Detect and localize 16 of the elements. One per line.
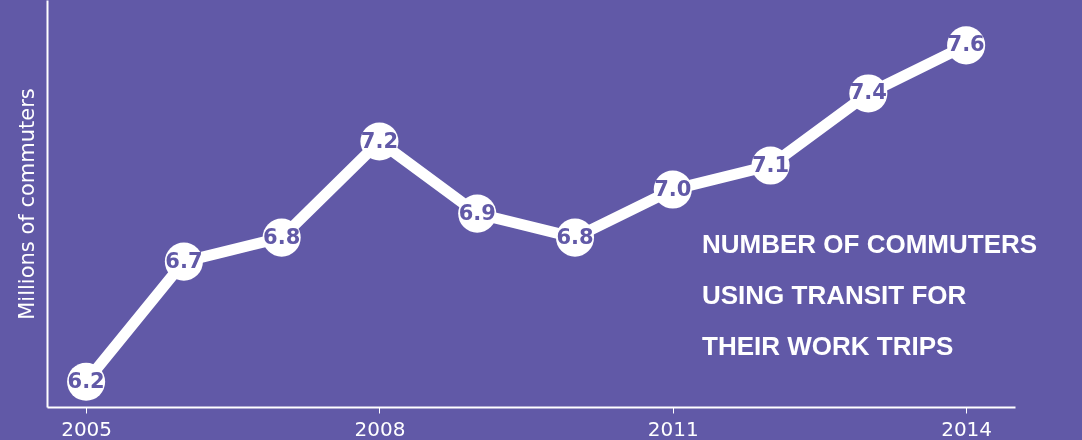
data-label: 6.2 bbox=[67, 368, 105, 393]
x-tick-label: 2014 bbox=[941, 416, 993, 440]
text: NUMBER OF COMMUTERS USING TRANSIT FOR THEIR WORK TRIPS bbox=[702, 229, 1038, 361]
data-label: 6.9 bbox=[458, 200, 496, 225]
x-tick-label: 2005 bbox=[61, 416, 113, 440]
data-label: 6.7 bbox=[165, 248, 203, 273]
data-label: 7.2 bbox=[360, 128, 399, 153]
data-label: 7.6 bbox=[947, 32, 985, 57]
x-tick-label: 2011 bbox=[647, 416, 699, 440]
data-label: 7.0 bbox=[654, 176, 692, 201]
data-label: 7.4 bbox=[849, 80, 887, 105]
data-label: 7.1 bbox=[751, 152, 790, 177]
x-tick-label: 2008 bbox=[354, 416, 406, 440]
data-label: 6.8 bbox=[263, 224, 301, 249]
data-label: 6.8 bbox=[556, 224, 594, 249]
y-axis-title: Millions of commuters bbox=[14, 88, 39, 320]
